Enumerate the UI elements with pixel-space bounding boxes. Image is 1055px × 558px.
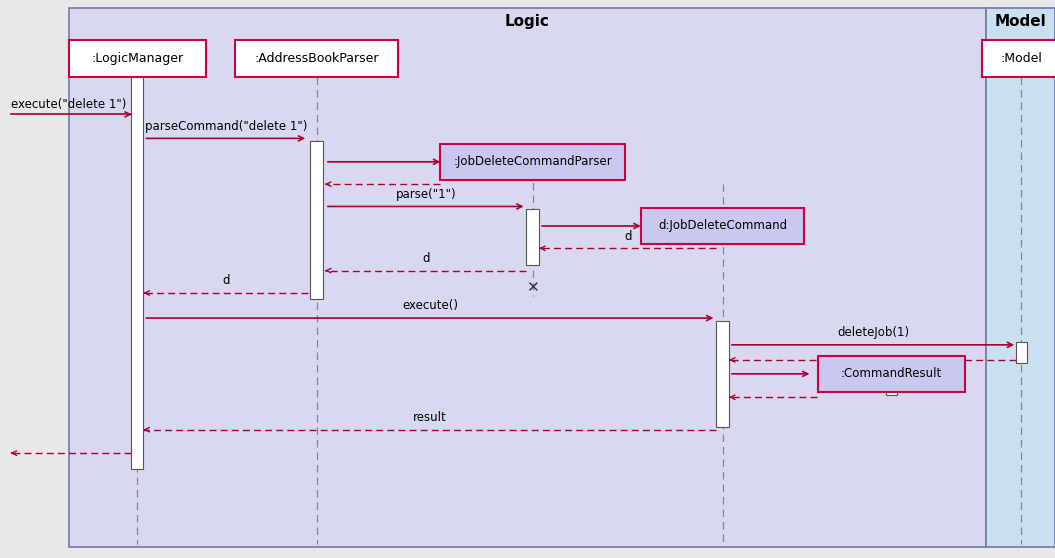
- Bar: [1016, 342, 1027, 363]
- Text: execute(): execute(): [402, 299, 458, 312]
- Text: deleteJob(1): deleteJob(1): [837, 326, 909, 339]
- Text: parseCommand("delete 1"): parseCommand("delete 1"): [145, 119, 307, 133]
- Bar: [818, 356, 965, 392]
- Text: d: d: [624, 229, 632, 243]
- Text: ✕: ✕: [526, 280, 539, 295]
- Text: execute("delete 1"): execute("delete 1"): [11, 98, 126, 111]
- Text: d: d: [422, 252, 429, 265]
- Bar: [69, 8, 986, 547]
- Text: :JobDeleteCommandParser: :JobDeleteCommandParser: [454, 155, 612, 169]
- Bar: [69, 41, 206, 76]
- Bar: [310, 141, 323, 299]
- Text: :Model: :Model: [1000, 52, 1042, 65]
- Bar: [716, 321, 729, 427]
- Text: :AddressBookParser: :AddressBookParser: [254, 52, 379, 65]
- Text: result: result: [414, 411, 446, 424]
- Text: :LogicManager: :LogicManager: [91, 52, 184, 65]
- Bar: [441, 143, 626, 180]
- Bar: [981, 41, 1055, 76]
- Text: parse("1"): parse("1"): [396, 187, 456, 201]
- Text: d: d: [222, 274, 230, 287]
- Bar: [131, 77, 143, 469]
- Text: d:JobDeleteCommand: d:JobDeleteCommand: [658, 219, 787, 233]
- Bar: [234, 41, 398, 76]
- Bar: [641, 208, 805, 244]
- Text: :CommandResult: :CommandResult: [841, 367, 942, 381]
- Bar: [526, 209, 539, 265]
- Text: Logic: Logic: [505, 14, 550, 29]
- Bar: [886, 392, 897, 395]
- Bar: [986, 8, 1055, 547]
- Text: Model: Model: [995, 14, 1047, 29]
